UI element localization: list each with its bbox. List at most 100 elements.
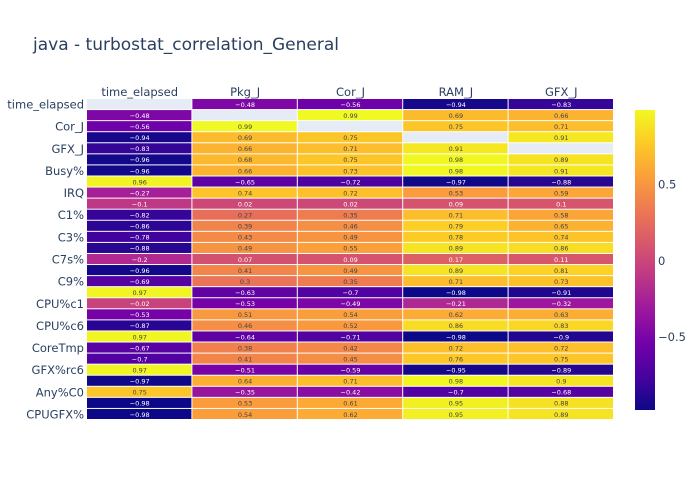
row-label: C9% — [58, 275, 84, 289]
cell-value-label: 0.3 — [240, 278, 250, 286]
heatmap-cell — [297, 353, 403, 364]
heatmap-cell — [508, 165, 613, 176]
heatmap-cell — [297, 276, 403, 287]
cell-value-label: −0.32 — [551, 300, 571, 308]
heatmap-cell — [508, 309, 613, 320]
heatmap-cell — [192, 242, 297, 253]
heatmap-cell — [508, 331, 613, 342]
heatmap-cell — [87, 198, 192, 209]
cell-value-label: 0.89 — [554, 156, 568, 164]
heatmap-cell — [297, 408, 403, 419]
heatmap-cell — [403, 154, 508, 165]
heatmap-cell — [508, 154, 613, 165]
cell-value-label: −0.48 — [130, 112, 150, 120]
cell-value-label: 0.69 — [238, 134, 252, 142]
cell-value-label: −0.7 — [343, 289, 359, 297]
cell-value-label: −0.96 — [130, 267, 150, 275]
heatmap-cell — [192, 364, 297, 375]
cell-value-label: 0.74 — [554, 234, 568, 242]
heatmap-cell — [87, 265, 192, 276]
row-label: C7s% — [52, 253, 84, 267]
cell-value-label: −0.27 — [130, 189, 150, 197]
heatmap-cell — [403, 176, 508, 187]
cell-value-label: 0.75 — [343, 134, 357, 142]
heatmap-cell — [87, 176, 192, 187]
cell-value-label: 0.88 — [554, 400, 568, 408]
cell-value-label: −0.89 — [551, 366, 571, 374]
cell-value-label: −0.98 — [446, 289, 466, 297]
cell-value-label: −0.42 — [341, 389, 361, 397]
heatmap-cell — [508, 253, 613, 265]
cell-value-label: 0.35 — [343, 278, 357, 286]
row-label: CPUGFX% — [26, 407, 84, 421]
cell-value-label: 0.07 — [238, 256, 252, 264]
heatmap-cell — [508, 187, 613, 198]
heatmap-cell — [508, 99, 613, 110]
heatmap-cell — [87, 397, 192, 408]
cell-value-label: 0.71 — [449, 212, 463, 220]
cell-value-label: 0.61 — [343, 400, 357, 408]
heatmap-cell — [508, 364, 613, 375]
column-label: GFX_J — [545, 85, 578, 99]
heatmap-cell — [192, 276, 297, 287]
heatmap-cell — [192, 220, 297, 231]
heatmap-cell — [87, 353, 192, 364]
heatmap-cell — [192, 121, 297, 132]
cell-value-label: −0.95 — [446, 366, 466, 374]
cell-value-label: 0.75 — [132, 389, 146, 397]
heatmap-cell — [403, 220, 508, 231]
cell-value-label: 0.73 — [554, 278, 568, 286]
row-label: Cor_J — [55, 120, 84, 134]
heatmap-cell — [508, 132, 613, 143]
heatmap-cell — [192, 198, 297, 209]
heatmap-cell — [192, 99, 297, 110]
cell-value-label: −0.51 — [235, 366, 255, 374]
heatmap-cell — [297, 242, 403, 253]
column-label: RAM_J — [439, 85, 473, 99]
cell-value-label: −0.68 — [551, 389, 571, 397]
cell-value-label: −0.53 — [235, 300, 255, 308]
heatmap-cell — [87, 276, 192, 287]
heatmap-cell — [192, 265, 297, 276]
cell-value-label: −0.96 — [130, 156, 150, 164]
cell-value-label: 0.17 — [449, 256, 463, 264]
cell-value-label: 0.43 — [238, 234, 252, 242]
heatmap-cell — [508, 198, 613, 209]
heatmap-cell — [297, 397, 403, 408]
heatmap-cell — [403, 99, 508, 110]
colorbar-tick-label: 0.5 — [658, 178, 676, 192]
heatmap-cell — [403, 121, 508, 132]
colorbar: 0.5 0 −0.5 — [635, 110, 686, 410]
cell-value-label: −0.83 — [130, 145, 150, 153]
cell-value-label: −0.97 — [130, 378, 150, 386]
row-label: Busy% — [45, 164, 84, 178]
heatmap-cell — [297, 154, 403, 165]
row-label: CPU%c1 — [36, 297, 84, 311]
heatmap-cell — [403, 298, 508, 309]
heatmap-cell — [403, 209, 508, 220]
heatmap-cell — [192, 209, 297, 220]
heatmap-cell — [192, 397, 297, 408]
cell-value-label: 0.71 — [343, 145, 357, 153]
cell-value-label: 0.96 — [132, 178, 146, 186]
cell-value-label: −0.56 — [130, 123, 150, 131]
cell-value-label: −0.97 — [446, 178, 466, 186]
heatmap-cell — [403, 110, 508, 121]
cell-value-label: −0.98 — [130, 400, 150, 408]
cell-value-label: 0.76 — [449, 355, 463, 363]
heatmap-cell — [87, 220, 192, 231]
heatmap-cell — [508, 408, 613, 419]
heatmap-cell — [87, 331, 192, 342]
cell-value-label: 0.71 — [449, 278, 463, 286]
cell-value-label: 0.89 — [554, 411, 568, 419]
heatmap-cell — [297, 298, 403, 309]
heatmap-cell — [508, 386, 613, 397]
heatmap-cell — [297, 198, 403, 209]
cell-value-label: 0.86 — [449, 322, 463, 330]
cell-value-label: −0.86 — [130, 223, 150, 231]
heatmap-cell — [192, 110, 297, 121]
heatmap-cell — [297, 165, 403, 176]
heatmap-cell — [297, 132, 403, 143]
colorbar-tick-label: 0 — [658, 254, 665, 268]
heatmap-cell — [87, 309, 192, 320]
